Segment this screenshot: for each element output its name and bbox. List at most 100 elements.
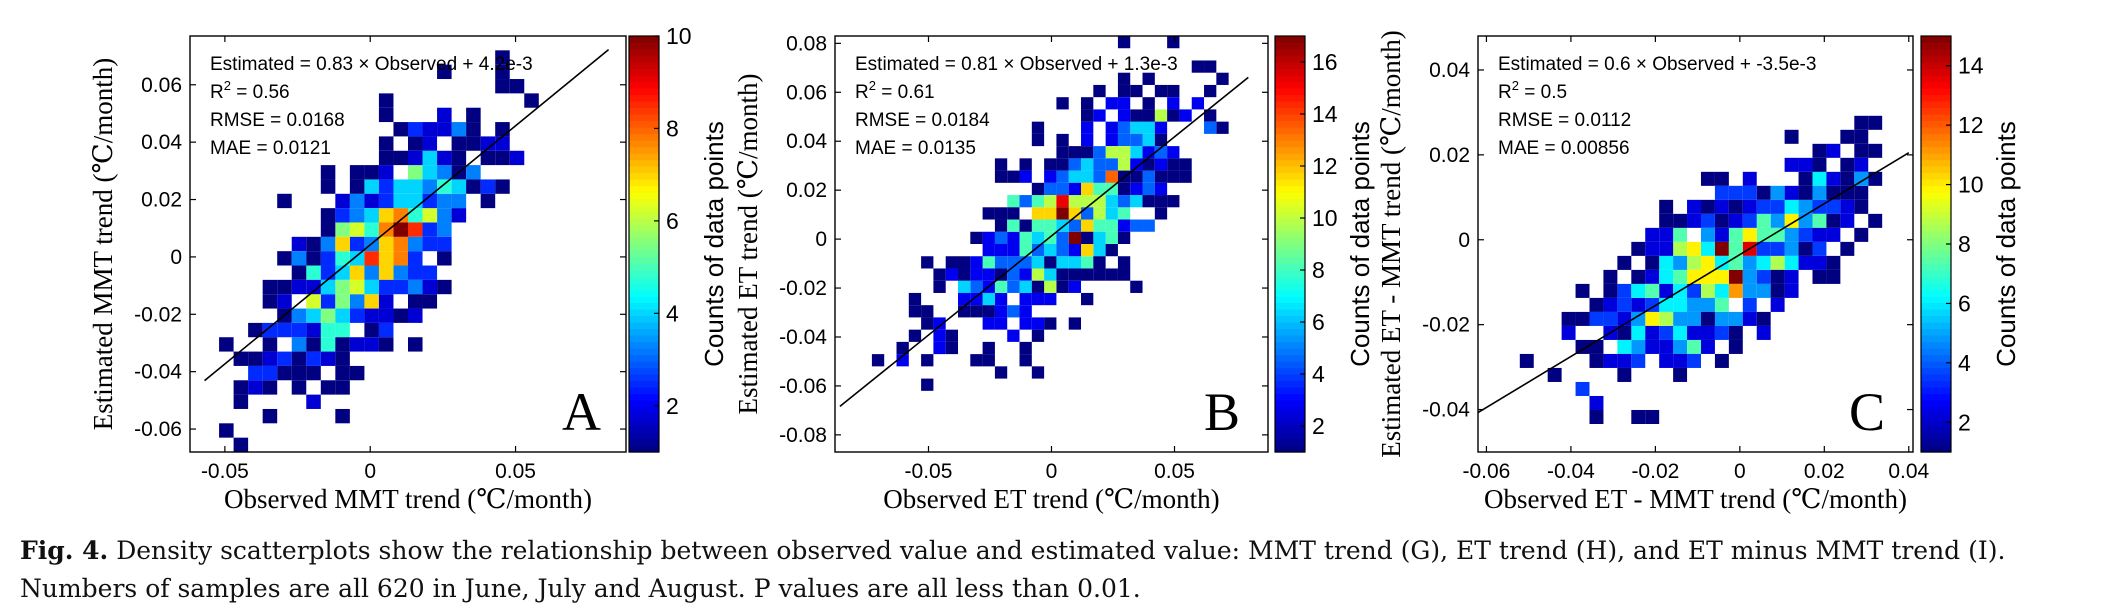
colorbar-segment bbox=[629, 159, 659, 167]
colorbar-segment bbox=[1921, 205, 1951, 213]
heatmap-cell bbox=[1081, 133, 1094, 147]
heatmap-cell bbox=[1019, 158, 1032, 171]
heatmap-cell bbox=[306, 322, 321, 338]
heatmap-cell bbox=[1093, 268, 1106, 281]
heatmap-cell bbox=[524, 93, 539, 108]
heatmap-cell bbox=[1575, 311, 1590, 326]
heatmap-cell bbox=[1784, 213, 1799, 228]
heatmap-cell bbox=[1019, 280, 1032, 293]
colorbar-segment bbox=[629, 218, 659, 226]
heatmap-cell bbox=[1142, 146, 1155, 159]
heatmap-cell bbox=[1770, 297, 1785, 312]
heatmap-cell bbox=[1840, 129, 1855, 144]
heatmap-cell bbox=[1167, 170, 1180, 183]
heatmap-cell bbox=[1645, 283, 1660, 298]
colorbar-segment bbox=[1275, 335, 1305, 343]
heatmap-cell bbox=[408, 222, 423, 237]
heatmap-cell bbox=[1019, 305, 1032, 318]
colorbar-tick-label: 6 bbox=[666, 208, 679, 234]
x-tick-label: -0.02 bbox=[1631, 460, 1679, 483]
heatmap-cell bbox=[1081, 121, 1094, 134]
heatmap-cell bbox=[291, 236, 307, 252]
heatmap-cell bbox=[994, 268, 1008, 281]
heatmap-cell bbox=[1673, 269, 1688, 284]
heatmap-cell bbox=[1031, 256, 1045, 269]
colorbar-segment bbox=[1921, 309, 1951, 317]
heatmap-cell bbox=[291, 279, 307, 295]
x-axis-label: Observed ET - MMT trend (℃/month) bbox=[1484, 484, 1907, 514]
heatmap-cell bbox=[1700, 171, 1715, 186]
heatmap-cell bbox=[1854, 129, 1869, 144]
heatmap-cell bbox=[1784, 255, 1799, 270]
heatmap-cell bbox=[422, 236, 438, 252]
heatmap-cell bbox=[1770, 255, 1785, 270]
heatmap-cell bbox=[1603, 297, 1618, 312]
y-tick-label: -0.02 bbox=[134, 303, 182, 326]
colorbar-tick-label: 4 bbox=[1958, 350, 1971, 376]
colorbar-segment bbox=[1275, 309, 1305, 317]
heatmap-cell bbox=[349, 265, 365, 280]
colorbar-segment bbox=[1921, 107, 1951, 115]
heatmap-cell bbox=[393, 279, 408, 295]
heatmap-cell bbox=[1840, 241, 1855, 256]
colorbar-segment bbox=[1921, 263, 1951, 271]
colorbar-frame bbox=[628, 35, 660, 453]
colorbar-segment bbox=[1275, 341, 1305, 349]
heatmap-cell bbox=[1687, 283, 1701, 298]
heatmap-cell bbox=[466, 179, 481, 194]
heatmap-cell bbox=[1068, 268, 1082, 281]
annotation-equation: Estimated = 0.6 × Observed + -3.5e-3 bbox=[1498, 54, 1816, 75]
heatmap-cell bbox=[908, 329, 922, 342]
colorbar-segment bbox=[1275, 244, 1305, 252]
heatmap-cell bbox=[219, 423, 234, 438]
heatmap-cell bbox=[1812, 269, 1827, 284]
heatmap-cell bbox=[1167, 146, 1180, 159]
heatmap-cell bbox=[1068, 146, 1082, 159]
heatmap-cell bbox=[335, 365, 350, 381]
heatmap-cell bbox=[994, 305, 1008, 318]
heatmap-cell bbox=[994, 170, 1008, 183]
heatmap-cell bbox=[320, 337, 336, 352]
colorbar-tick-label: 8 bbox=[1312, 257, 1325, 283]
heatmap-cell bbox=[1142, 133, 1155, 147]
heatmap-cell bbox=[1714, 213, 1729, 228]
heatmap-cell bbox=[1031, 207, 1045, 220]
colorbar-segment bbox=[629, 140, 659, 148]
heatmap-cell bbox=[933, 329, 946, 342]
colorbar-segment bbox=[1275, 289, 1305, 297]
colorbar-segment bbox=[1921, 49, 1951, 57]
heatmap-cell bbox=[1868, 143, 1883, 158]
heatmap-cell bbox=[1142, 97, 1155, 110]
heatmap-cell bbox=[408, 179, 423, 194]
heatmap-cell bbox=[1056, 195, 1069, 208]
heatmap-cell bbox=[291, 322, 307, 338]
colorbar-tick-label: 10 bbox=[1958, 172, 1984, 198]
heatmap-cell bbox=[1204, 60, 1217, 73]
colorbar-segment bbox=[629, 263, 659, 271]
colorbar-segment bbox=[1921, 198, 1951, 206]
colorbar-segment bbox=[1275, 127, 1305, 135]
colorbar-segment bbox=[1921, 380, 1951, 388]
colorbar-segment bbox=[1921, 387, 1951, 395]
heatmap-cell bbox=[1007, 280, 1020, 293]
heatmap-cell bbox=[1007, 329, 1020, 342]
heatmap-cell bbox=[1812, 241, 1827, 256]
heatmap-cell bbox=[1056, 256, 1069, 269]
colorbar-segment bbox=[1275, 445, 1305, 453]
colorbar-segment bbox=[1921, 250, 1951, 258]
heatmap-cell bbox=[1117, 109, 1131, 122]
heatmap-cell bbox=[1770, 283, 1785, 298]
heatmap-cell bbox=[1093, 84, 1106, 98]
heatmap-cell bbox=[1031, 329, 1045, 342]
colorbar-segment bbox=[1275, 120, 1305, 128]
heatmap-cell bbox=[1589, 353, 1604, 368]
heatmap-cell bbox=[393, 193, 408, 209]
heatmap-cell bbox=[1031, 292, 1045, 306]
heatmap-cell bbox=[1044, 244, 1057, 257]
heatmap-cell bbox=[1142, 219, 1155, 232]
heatmap-cell bbox=[1631, 241, 1646, 256]
colorbar-segment bbox=[1921, 406, 1951, 414]
heatmap-cell bbox=[1854, 171, 1869, 186]
colorbar-segment bbox=[1275, 172, 1305, 180]
heatmap-cell bbox=[1617, 255, 1632, 270]
